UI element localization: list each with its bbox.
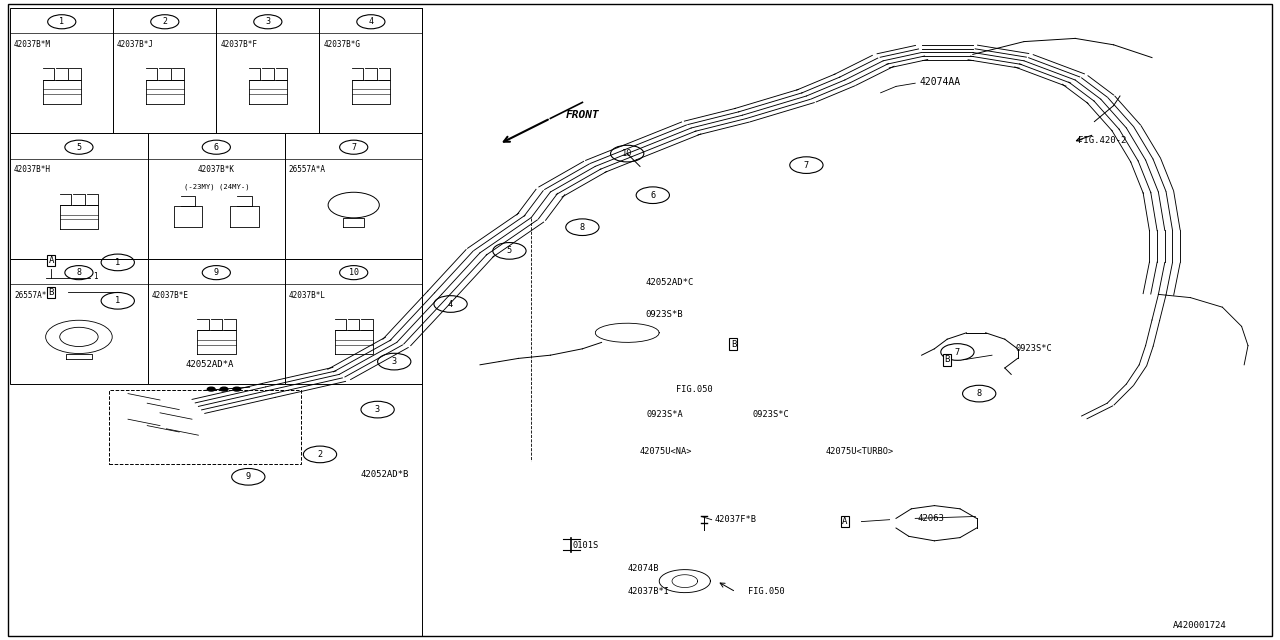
Text: 42037B*G: 42037B*G [323, 40, 360, 49]
Text: 42074B: 42074B [627, 564, 659, 573]
Text: 6: 6 [650, 191, 655, 200]
Text: 42037F*B: 42037F*B [714, 515, 756, 524]
Text: B: B [945, 355, 950, 364]
Text: FRONT: FRONT [566, 110, 599, 120]
Text: FIG.050: FIG.050 [676, 385, 713, 394]
Text: 2: 2 [163, 17, 168, 26]
Text: 42037B*M: 42037B*M [14, 40, 51, 49]
Bar [147, 133, 285, 259]
Text: 3: 3 [392, 357, 397, 366]
Text: 0923S*B: 0923S*B [645, 310, 682, 319]
Text: 8: 8 [977, 389, 982, 398]
Circle shape [220, 387, 228, 391]
Text: 42037B*J: 42037B*J [118, 40, 154, 49]
Text: FIG.420-2: FIG.420-2 [1078, 136, 1126, 145]
Text: B: B [731, 340, 736, 349]
Bar [147, 259, 285, 384]
Text: 4: 4 [369, 17, 374, 26]
Text: 8: 8 [77, 268, 82, 277]
Text: A: A [49, 256, 54, 265]
Bar [216, 8, 320, 133]
Bar [285, 259, 422, 384]
Text: 2: 2 [317, 450, 323, 459]
Text: 9: 9 [214, 268, 219, 277]
Text: 1: 1 [93, 272, 99, 281]
Text: (-23MY) (24MY-): (-23MY) (24MY-) [183, 183, 250, 189]
Text: 42037B*K: 42037B*K [198, 165, 234, 174]
Text: 5: 5 [507, 246, 512, 255]
Text: A420001724: A420001724 [1172, 621, 1226, 630]
Text: 26557A*B: 26557A*B [14, 291, 51, 300]
Text: 3: 3 [265, 17, 270, 26]
Text: 8: 8 [580, 223, 585, 232]
Text: 0101S: 0101S [572, 541, 599, 550]
Text: 3: 3 [375, 405, 380, 414]
Text: 9: 9 [246, 472, 251, 481]
Text: 7: 7 [804, 161, 809, 170]
Text: 42037B*F: 42037B*F [220, 40, 257, 49]
Text: B: B [49, 288, 54, 297]
Text: 0923S*C: 0923S*C [1015, 344, 1052, 353]
Bar [320, 8, 422, 133]
Text: 42063: 42063 [918, 514, 945, 523]
Bar [114, 8, 216, 133]
Bar [10, 8, 113, 133]
Text: 42037B*L: 42037B*L [289, 291, 326, 300]
Bar [109, 390, 301, 464]
Text: 6: 6 [214, 143, 219, 152]
Text: 4: 4 [448, 300, 453, 308]
Text: 42037B*H: 42037B*H [14, 165, 51, 174]
Text: 42052AD*A: 42052AD*A [186, 360, 234, 369]
Text: 42052AD*B: 42052AD*B [361, 470, 410, 479]
Text: 0923S*A: 0923S*A [646, 410, 684, 419]
Text: 10: 10 [622, 149, 632, 158]
Text: A: A [842, 517, 847, 526]
Text: 42037B*E: 42037B*E [151, 291, 188, 300]
Text: 42075U<NA>: 42075U<NA> [640, 447, 692, 456]
Text: 7: 7 [351, 143, 356, 152]
Bar [10, 133, 147, 259]
Text: 7: 7 [955, 348, 960, 356]
Circle shape [207, 387, 215, 391]
Text: 42052AD*C: 42052AD*C [645, 278, 694, 287]
Text: 42075U<TURBO>: 42075U<TURBO> [826, 447, 893, 456]
Text: 1: 1 [115, 296, 120, 305]
Text: 26557A*A: 26557A*A [289, 165, 326, 174]
Text: 5: 5 [77, 143, 82, 152]
Bar [285, 133, 422, 259]
Text: FIG.050: FIG.050 [748, 588, 785, 596]
Bar [10, 259, 147, 384]
Text: 1: 1 [115, 258, 120, 267]
Text: 42037B*I: 42037B*I [627, 588, 669, 596]
Circle shape [233, 387, 241, 391]
Text: 0923S*C: 0923S*C [753, 410, 790, 419]
Text: 10: 10 [348, 268, 358, 277]
Text: 42074AA: 42074AA [919, 77, 960, 87]
Text: 1: 1 [59, 17, 64, 26]
